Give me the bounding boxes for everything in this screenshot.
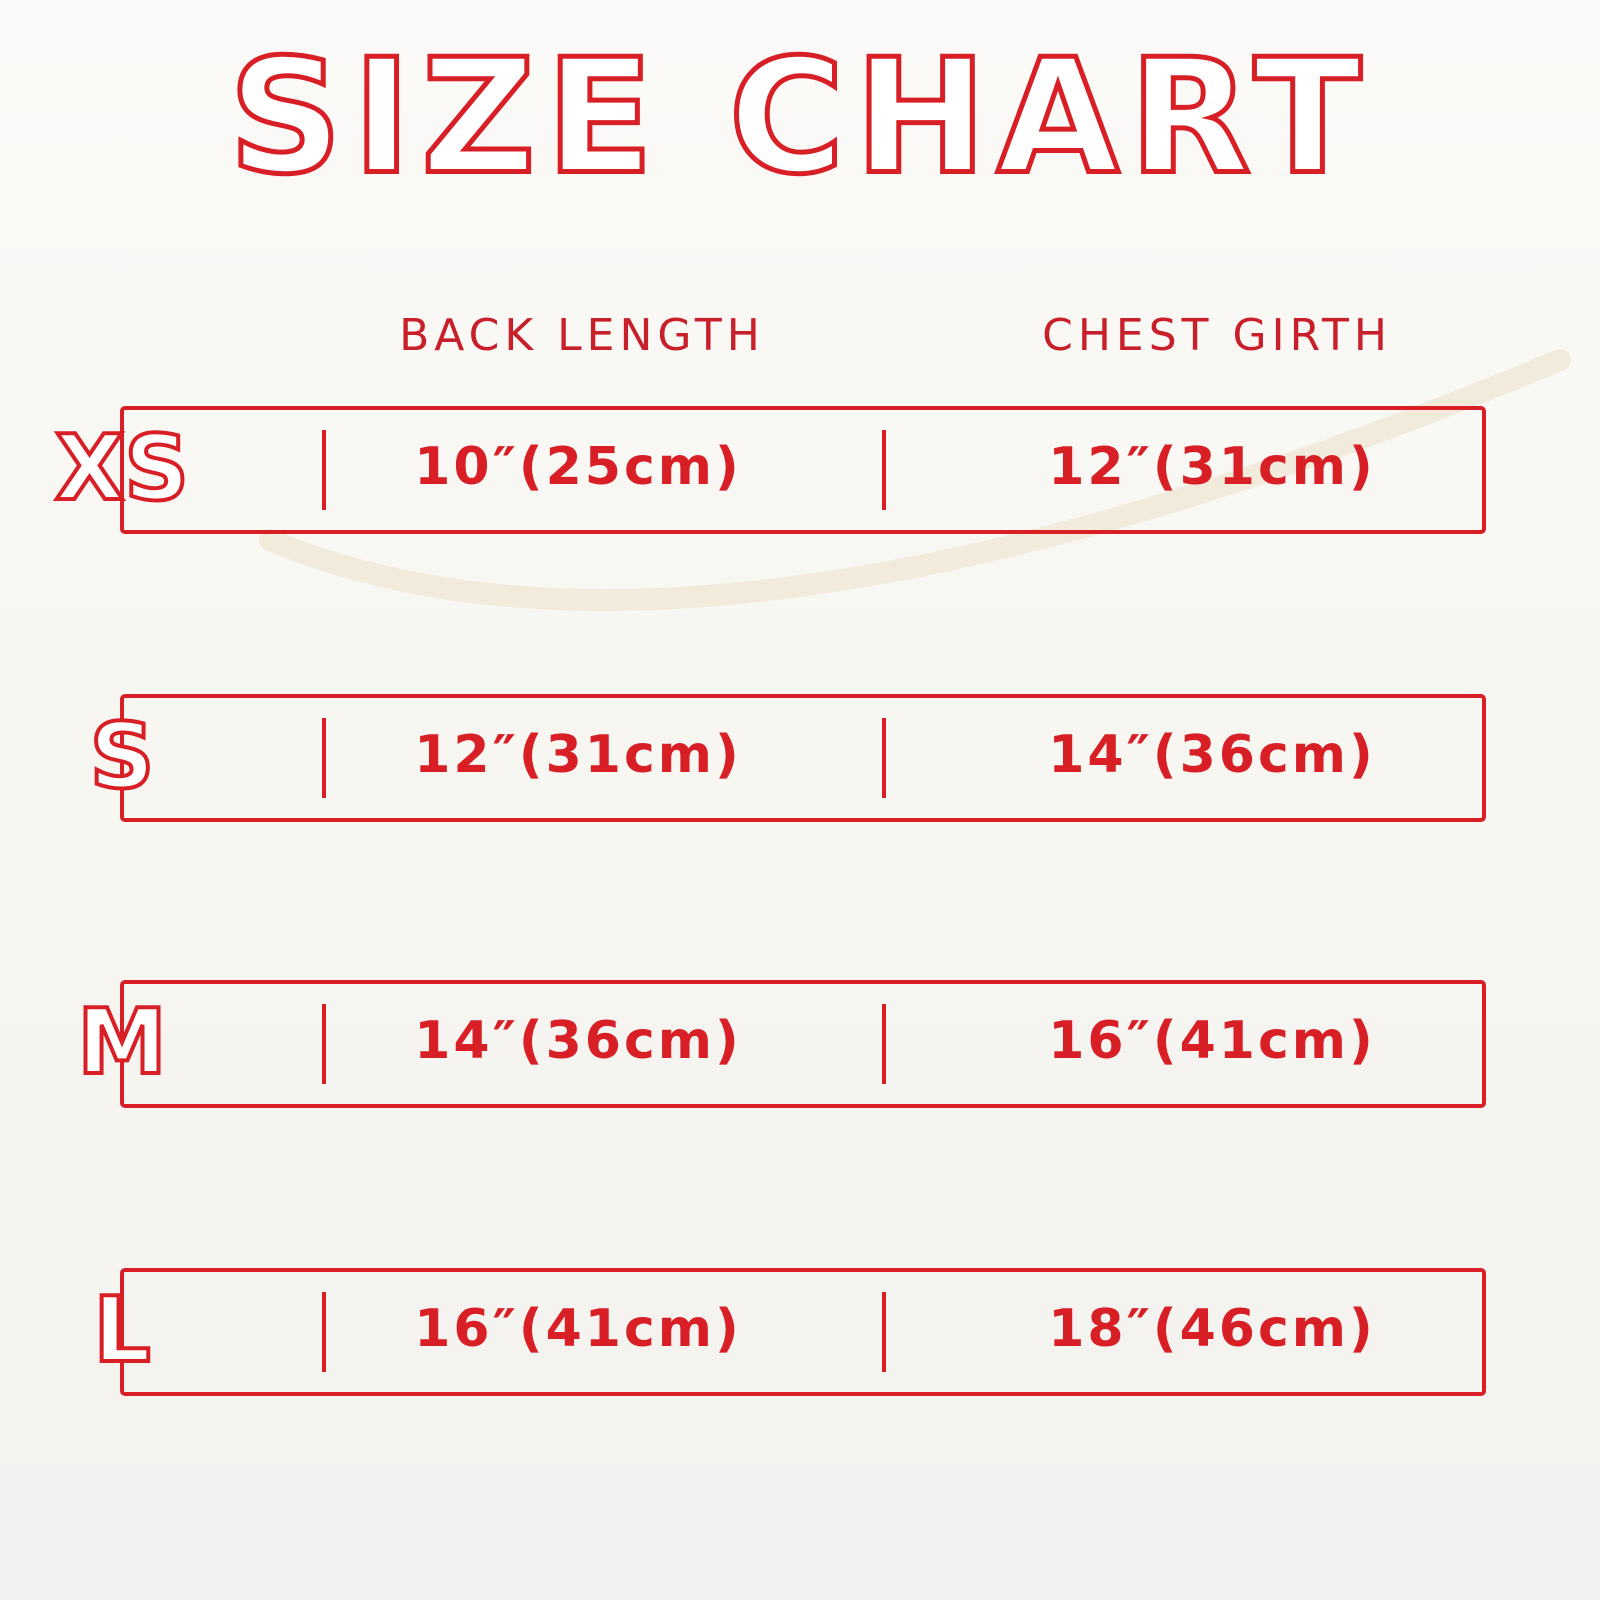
chest-girth: 12″(31cm)	[1048, 437, 1376, 497]
back-length: 12″(31cm)	[414, 725, 742, 785]
back-length: 16″(41cm)	[414, 1299, 742, 1359]
column-header: BACK LENGTH	[399, 310, 765, 361]
chest-girth: 16″(41cm)	[1048, 1011, 1376, 1071]
title: SIZE CHART	[229, 25, 1372, 209]
chest-girth: 14″(36cm)	[1048, 725, 1376, 785]
pearl-decoration	[259, 349, 1571, 611]
back-length: 10″(25cm)	[414, 437, 742, 497]
size-label: M	[77, 990, 167, 1095]
row-box	[120, 980, 1486, 1108]
column-header: CHEST GIRTH	[1042, 310, 1392, 361]
size-label: XS	[55, 416, 189, 521]
back-length: 14″(36cm)	[414, 1011, 742, 1071]
row-box	[120, 406, 1486, 534]
size-label: L	[93, 1278, 150, 1383]
row-box	[120, 1268, 1486, 1396]
chest-girth: 18″(46cm)	[1048, 1299, 1376, 1359]
row-box	[120, 694, 1486, 822]
size-label: S	[90, 704, 155, 809]
